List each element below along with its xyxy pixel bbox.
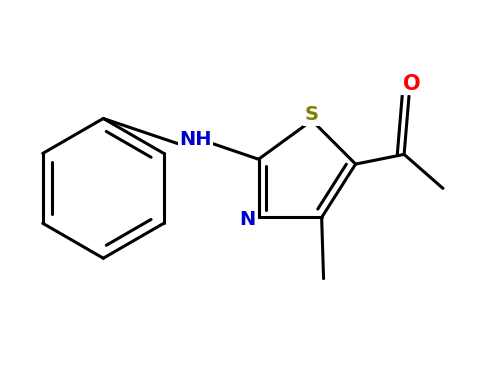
Text: N: N	[239, 210, 255, 229]
Text: NH: NH	[179, 130, 212, 149]
Text: O: O	[403, 73, 421, 94]
Text: S: S	[305, 105, 319, 124]
